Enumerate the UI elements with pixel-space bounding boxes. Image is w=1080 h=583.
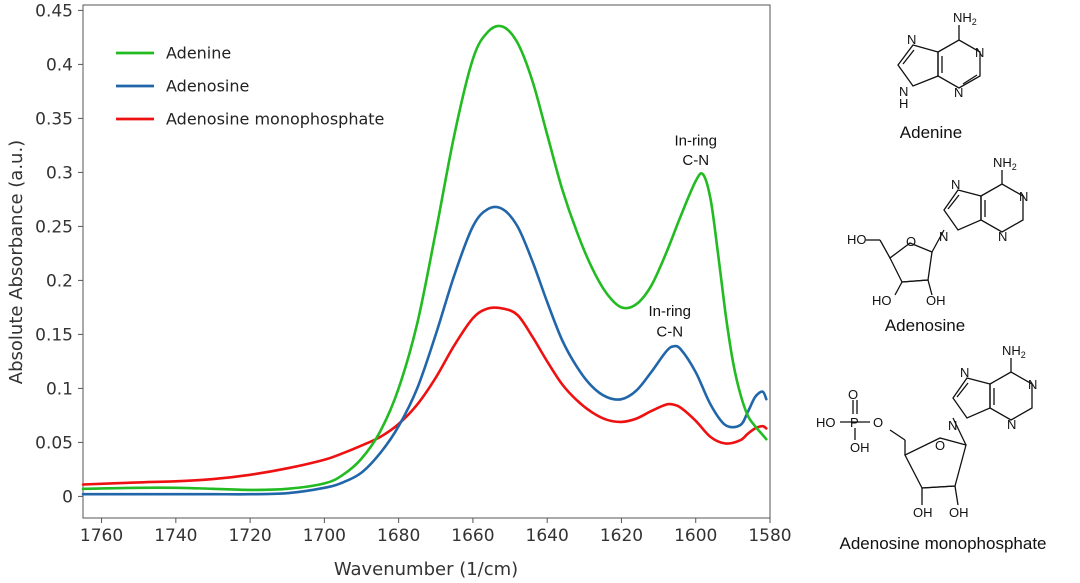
axis-ticks: 1760 1740 1720 1700 1680 1660 1640 1620 1600 1580… — [35, 1, 791, 546]
x-axis-label: Wavenumber (1/cm) — [334, 559, 518, 580]
x-tick-label: 1680 — [377, 526, 420, 546]
y-tick-label: 0.15 — [35, 325, 73, 345]
svg-text:OH: OH — [913, 505, 933, 520]
legend-label: Adenosine monophosphate — [166, 110, 384, 129]
series-line-adenosine — [81, 205, 768, 496]
peak-annotation: C-N — [656, 324, 683, 341]
y-tick-label: 0.35 — [35, 109, 73, 129]
y-tick-label: 0.45 — [35, 1, 73, 21]
svg-text:N: N — [998, 229, 1007, 244]
amp-structure-icon: NH2 N N N N O O P O HO OH OH OH — [816, 343, 1037, 520]
svg-text:HO: HO — [816, 415, 836, 430]
y-tick-label: 0.25 — [35, 217, 73, 237]
y-tick-label: 0.1 — [46, 379, 73, 399]
legend-label: Adenosine — [166, 77, 249, 96]
y-tick-label: 0.3 — [46, 163, 73, 183]
series-lines — [81, 24, 768, 496]
amp-name: Adenosine monophosphate — [840, 534, 1047, 553]
svg-text:OH: OH — [949, 505, 969, 520]
y-tick-label: 0 — [62, 487, 73, 507]
svg-text:NH2: NH2 — [993, 155, 1017, 172]
peak-annotation: -NH2 — [481, 0, 516, 4]
svg-text:N: N — [907, 32, 916, 47]
svg-text:H: H — [899, 96, 908, 111]
peak-annotation: In-ring — [648, 303, 691, 320]
svg-text:O: O — [935, 438, 945, 453]
svg-text:N: N — [954, 85, 963, 100]
peak-annotations: -NH2 In-ring C-N In-ring C-N — [481, 0, 717, 341]
x-tick-label: 1760 — [80, 526, 123, 546]
svg-text:N: N — [1019, 189, 1028, 204]
svg-text:N: N — [960, 365, 969, 380]
adenine-name: Adenine — [900, 123, 962, 142]
svg-text:O: O — [848, 387, 858, 402]
y-tick-label: 0.05 — [35, 433, 73, 453]
svg-text:N: N — [899, 84, 908, 99]
svg-text:NH2: NH2 — [1002, 343, 1026, 360]
svg-text:HO: HO — [847, 232, 867, 247]
x-tick-label: 1640 — [526, 526, 569, 546]
series-line-adenine — [81, 24, 768, 492]
svg-text:HO: HO — [872, 293, 892, 308]
svg-text:N: N — [948, 418, 957, 433]
x-tick-label: 1660 — [451, 526, 494, 546]
svg-text:O: O — [873, 415, 883, 430]
x-tick-label: 1720 — [228, 526, 271, 546]
svg-text:OH: OH — [850, 440, 870, 455]
svg-text:O: O — [906, 234, 916, 249]
svg-text:N: N — [951, 177, 960, 192]
x-tick-label: 1600 — [674, 526, 717, 546]
svg-text:N: N — [975, 45, 984, 60]
svg-text:N: N — [939, 229, 948, 244]
x-tick-label: 1700 — [303, 526, 346, 546]
y-tick-label: 0.2 — [46, 271, 73, 291]
peak-annotation: In-ring — [674, 132, 717, 149]
x-tick-label: 1740 — [154, 526, 197, 546]
svg-text:N: N — [1007, 417, 1016, 432]
series-line-adenosine-monophosphate — [81, 306, 768, 486]
peak-annotation: C-N — [682, 152, 709, 169]
y-tick-label: 0.4 — [46, 55, 73, 75]
plot-frame — [82, 4, 771, 519]
adenosine-structure-icon: NH2 N N N N O HO HO OH — [847, 155, 1028, 308]
svg-text:NH2: NH2 — [953, 10, 977, 27]
y-axis-label: Absolute Absorbance (a.u.) — [6, 140, 27, 384]
svg-text:OH: OH — [926, 293, 946, 308]
legend-label: Adenine — [166, 44, 231, 63]
adenine-structure-icon: NH2 N N N N H — [897, 10, 984, 111]
x-tick-label: 1620 — [600, 526, 643, 546]
svg-text:N: N — [1028, 377, 1037, 392]
adenosine-name: Adenosine — [885, 316, 965, 335]
legend: Adenine Adenosine Adenosine monophosphate — [116, 44, 384, 129]
x-tick-label: 1580 — [748, 526, 791, 546]
svg-text:P: P — [850, 415, 859, 430]
